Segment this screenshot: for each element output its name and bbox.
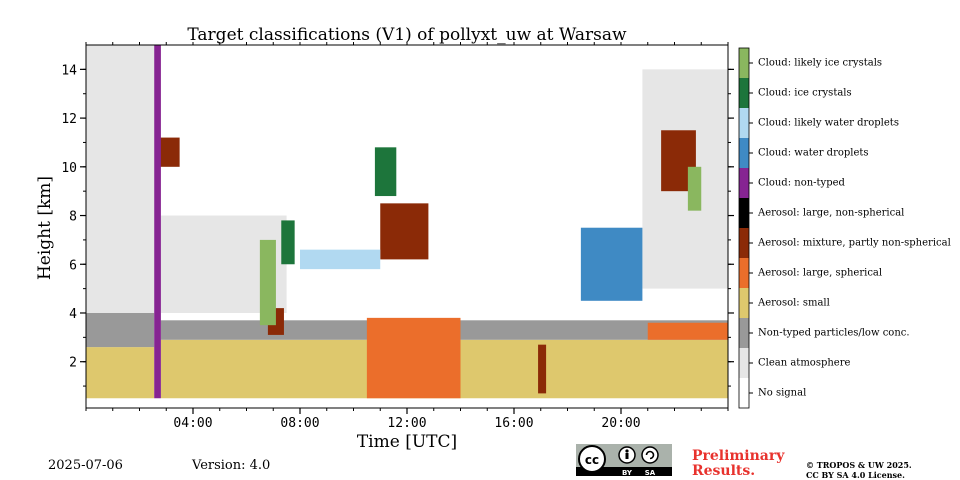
x-axis-label: Time [UTC] bbox=[356, 432, 458, 452]
legend-label: Aerosol: small bbox=[758, 297, 830, 309]
colorbar-swatch bbox=[739, 198, 749, 228]
preliminary-note: Preliminary Results. bbox=[692, 449, 784, 479]
class-region-18 bbox=[154, 45, 161, 399]
class-region-15 bbox=[281, 220, 295, 265]
class-region-4 bbox=[86, 45, 155, 313]
version-label: Version: 4.0 bbox=[192, 458, 271, 473]
legend-label: Non-typed particles/low conc. bbox=[758, 327, 910, 339]
class-region-0 bbox=[86, 347, 155, 399]
colorbar-swatch bbox=[739, 138, 749, 168]
class-region-8 bbox=[647, 322, 728, 340]
legend-label: Clean atmosphere bbox=[758, 357, 851, 369]
legend-label: Aerosol: mixture, partly non-spherical bbox=[758, 237, 951, 249]
colorbar-swatch bbox=[739, 378, 749, 408]
y-axis: 2 4 6 8 10 12 14 bbox=[61, 63, 734, 387]
colorbar-swatch bbox=[739, 168, 749, 198]
colorbar-swatch bbox=[739, 48, 749, 78]
class-region-2 bbox=[86, 312, 155, 348]
colorbar-swatch bbox=[739, 288, 749, 318]
cc-license-badge: cc BY SA bbox=[576, 444, 672, 476]
preliminary-line-2: Results. bbox=[692, 463, 756, 479]
y-tick-label: 8 bbox=[69, 210, 77, 225]
class-region-7 bbox=[366, 317, 461, 399]
legend-label: Cloud: likely water droplets bbox=[758, 117, 899, 129]
plot-area bbox=[86, 45, 728, 399]
license-line-1: © TROPOS & UW 2025. bbox=[806, 460, 912, 470]
legend-label: Cloud: likely ice crystals bbox=[758, 57, 883, 69]
colorbar-swatch bbox=[739, 78, 749, 108]
y-tick-label: 10 bbox=[61, 161, 77, 176]
legend-label: Aerosol: large, spherical bbox=[758, 267, 883, 279]
y-tick-label: 12 bbox=[61, 112, 77, 127]
colorbar-swatch bbox=[739, 348, 749, 378]
y-tick-label: 2 bbox=[69, 356, 77, 371]
colorbar-legend bbox=[738, 47, 753, 409]
colorbar-swatch bbox=[739, 258, 749, 288]
class-region-16 bbox=[259, 239, 276, 326]
class-region-11 bbox=[380, 203, 429, 260]
badge-by-text: BY bbox=[622, 469, 633, 476]
x-tick-label: 04:00 bbox=[173, 416, 212, 431]
colorbar-frame bbox=[738, 47, 750, 409]
x-axis: 04:00 08:00 12:00 16:00 20:00 bbox=[85, 42, 729, 431]
legend-label: Cloud: water droplets bbox=[758, 147, 869, 159]
legend-label: Cloud: ice crystals bbox=[758, 87, 852, 99]
license-line-2: CC BY SA 4.0 License. bbox=[806, 470, 905, 480]
x-tick-label: 16:00 bbox=[494, 416, 533, 431]
date-label: 2025-07-06 bbox=[48, 458, 123, 473]
class-region-14 bbox=[374, 147, 397, 197]
y-tick-label: 6 bbox=[69, 258, 77, 273]
colorbar-swatch bbox=[739, 228, 749, 258]
x-tick-label: 20:00 bbox=[601, 416, 640, 431]
y-tick-label: 14 bbox=[61, 63, 77, 78]
class-region-13 bbox=[538, 344, 547, 394]
preliminary-line-1: Preliminary bbox=[692, 448, 785, 464]
badge-sa-text: SA bbox=[645, 469, 656, 476]
legend-label: No signal bbox=[758, 387, 807, 399]
class-region-20 bbox=[300, 249, 381, 270]
class-region-17 bbox=[687, 166, 702, 211]
x-tick-label: 08:00 bbox=[280, 416, 319, 431]
x-tick-label: 12:00 bbox=[387, 416, 426, 431]
colorbar-swatch bbox=[739, 318, 749, 348]
legend-label: Aerosol: large, non-spherical bbox=[758, 207, 905, 219]
license-note: © TROPOS & UW 2025. CC BY SA 4.0 License… bbox=[806, 460, 912, 480]
colorbar-swatch bbox=[739, 108, 749, 138]
class-region-19 bbox=[580, 227, 643, 301]
svg-text:cc: cc bbox=[585, 453, 599, 467]
y-tick-label: 4 bbox=[69, 307, 77, 322]
chart-title: Target classifications (V1) of pollyxt_u… bbox=[187, 25, 627, 45]
y-axis-label: Height [km] bbox=[35, 175, 55, 281]
legend-label: Cloud: non-typed bbox=[758, 177, 845, 189]
